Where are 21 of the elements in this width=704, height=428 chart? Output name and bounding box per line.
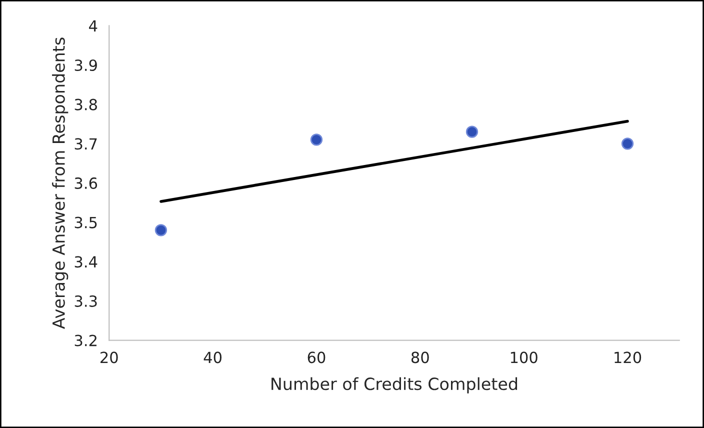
- point: [621, 138, 634, 150]
- point: [466, 126, 478, 138]
- y-tick-label: 3.9: [74, 59, 97, 72]
- x-tick-label: 100: [510, 352, 538, 364]
- x-tick-label: 40: [204, 352, 222, 364]
- y-tick-label: 3.5: [74, 216, 97, 228]
- x-axis-title: Number of Credits Completed: [272, 377, 518, 394]
- y-tick-label: 4: [89, 20, 98, 32]
- x-tick-label: 60: [308, 352, 326, 364]
- y-tick-label: 3.3: [74, 295, 97, 307]
- y-tick-label: 3.6: [74, 177, 98, 189]
- y-axis-title: Average Answer from Respondents: [52, 38, 68, 329]
- x-tick-label: 20: [100, 352, 118, 364]
- x-tick-label: 80: [411, 352, 429, 364]
- point: [310, 134, 323, 146]
- y-tick-label: 3.2: [74, 334, 96, 346]
- x-tick-label: 120: [614, 352, 642, 364]
- y-tick-label: 3.7: [74, 138, 97, 150]
- point: [154, 224, 168, 236]
- y-tick-label: 3.4: [74, 256, 98, 268]
- y-tick-label: 3.8: [74, 98, 97, 110]
